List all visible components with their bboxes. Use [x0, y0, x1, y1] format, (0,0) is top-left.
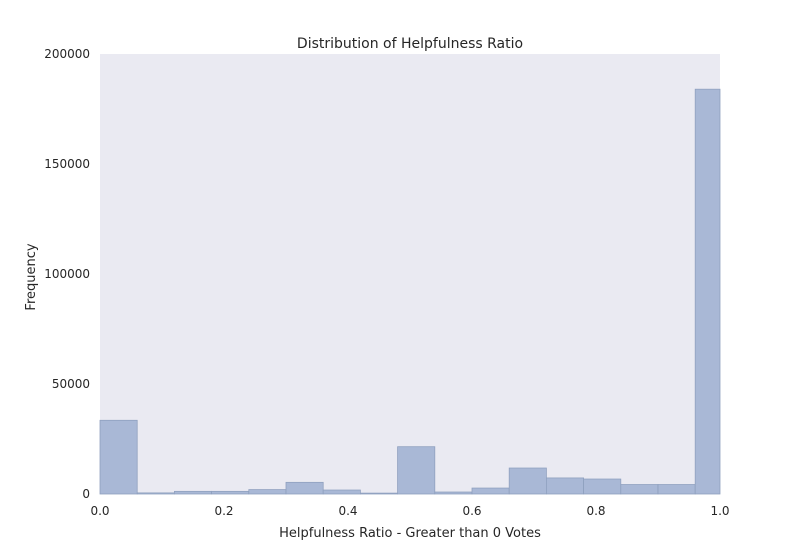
x-tick-label: 0.4 — [338, 504, 357, 518]
y-tick-label: 50000 — [52, 377, 90, 391]
x-tick-label: 0.0 — [90, 504, 109, 518]
x-tick-label: 0.8 — [586, 504, 605, 518]
histogram-bar — [397, 446, 436, 495]
histogram-bar — [136, 492, 175, 495]
y-tick-labels: 0 50000 100000 150000 200000 — [44, 47, 90, 501]
plot-background — [100, 54, 720, 494]
histogram-bar — [620, 484, 659, 495]
histogram-bar — [508, 467, 547, 495]
histogram-bar — [471, 487, 510, 495]
x-tick-label: 1.0 — [710, 504, 729, 518]
x-tick-labels: 0.0 0.2 0.4 0.6 0.8 1.0 — [90, 504, 729, 518]
bars-group — [99, 88, 721, 495]
x-tick-label: 0.2 — [214, 504, 233, 518]
histogram-bar — [359, 492, 398, 495]
histogram-bar — [694, 88, 721, 495]
histogram-bar — [434, 491, 473, 495]
histogram-bar — [322, 489, 361, 495]
y-axis-label: Frequency — [24, 243, 39, 310]
histogram-bar — [583, 478, 622, 495]
x-axis-label: Helpfulness Ratio - Greater than 0 Votes — [279, 526, 541, 541]
histogram-bar — [546, 477, 585, 495]
y-tick-label: 200000 — [44, 47, 90, 61]
histogram-bar — [248, 489, 287, 495]
y-tick-label: 100000 — [44, 267, 90, 281]
histogram-bar — [173, 490, 212, 495]
chart-title: Distribution of Helpfulness Ratio — [297, 36, 523, 52]
y-tick-label: 0 — [82, 487, 90, 501]
histogram-bar — [285, 481, 324, 495]
y-tick-label: 150000 — [44, 157, 90, 171]
x-tick-label: 0.6 — [462, 504, 481, 518]
histogram-bar — [657, 484, 696, 495]
histogram-bar — [211, 490, 250, 495]
histogram-bar — [99, 419, 138, 495]
